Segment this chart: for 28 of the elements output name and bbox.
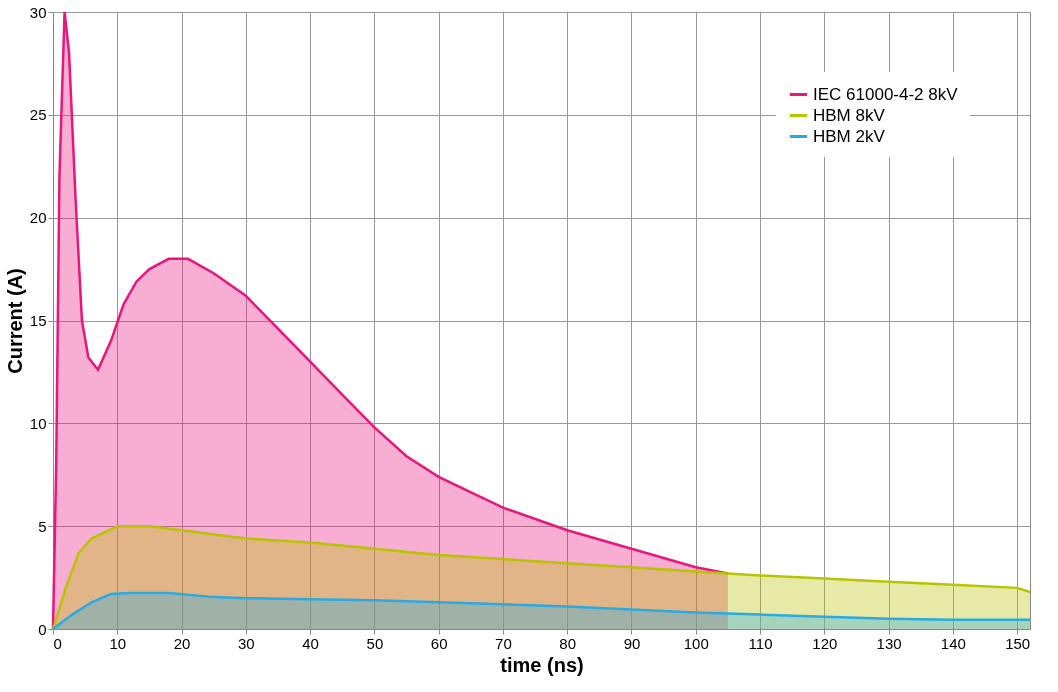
y-axis-title: Current (A) [3, 268, 26, 374]
x-tick-label: 150 [1005, 634, 1031, 652]
x-tick-label: 30 [237, 634, 255, 652]
y-tick-label: 30 [29, 3, 47, 21]
x-tick-label: 90 [623, 634, 641, 652]
x-tick-label: 60 [430, 634, 448, 652]
legend-label: HBM 8kV [813, 105, 886, 125]
x-tick-label: 40 [302, 634, 319, 652]
x-tick-label: 120 [812, 634, 838, 652]
legend-label: IEC 61000-4-2 8kV [813, 84, 959, 104]
x-axis-title: time (ns) [500, 653, 584, 676]
y-tick-label: 15 [29, 312, 47, 329]
x-tick-label: 80 [559, 634, 577, 652]
y-tick-label: 5 [38, 517, 47, 535]
x-tick-label: 140 [940, 634, 966, 652]
x-tick-label: 100 [683, 634, 709, 652]
y-tick-label: 25 [29, 106, 47, 124]
x-tick-label: 110 [748, 634, 773, 652]
x-tick-label: 20 [173, 634, 191, 652]
y-tick-label: 0 [38, 620, 47, 638]
y-tick-label: 10 [29, 414, 47, 432]
x-tick-label: 70 [495, 634, 512, 652]
x-tick-label: 130 [876, 634, 902, 652]
x-tick-label: 50 [366, 634, 384, 652]
y-tick-label: 20 [29, 209, 47, 227]
x-tick-label: 0 [53, 634, 62, 652]
x-tick-label: 10 [109, 634, 127, 652]
legend-label: HBM 2kV [813, 126, 886, 146]
